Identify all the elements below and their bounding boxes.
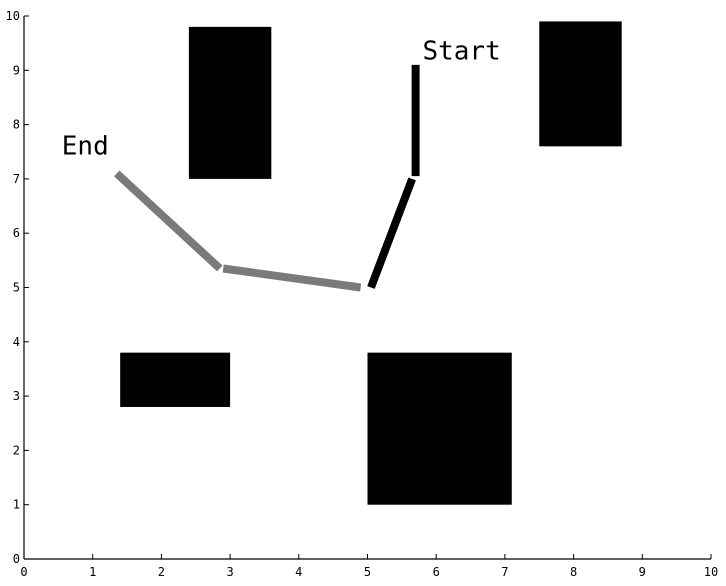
x-tick-label: 8 (570, 565, 577, 579)
obstacle-2 (539, 21, 622, 147)
y-tick-label: 2 (13, 443, 20, 457)
x-tick-label: 2 (158, 565, 165, 579)
obstacle-1 (188, 26, 272, 179)
x-tick-label: 3 (226, 565, 233, 579)
y-tick-label: 8 (13, 118, 20, 132)
y-tick-label: 7 (13, 172, 20, 186)
x-tick-label: 10 (704, 565, 718, 579)
y-tick-label: 4 (13, 335, 20, 349)
y-tick-label: 3 (13, 389, 20, 403)
x-tick-label: 1 (89, 565, 96, 579)
path-segment-3 (222, 264, 362, 292)
x-tick-label: 5 (364, 565, 371, 579)
y-tick-label: 0 (13, 552, 20, 566)
axes: 0 1 2 3 4 5 6 7 8 9 10 0 1 2 3 4 5 6 7 8 9 10 (6, 9, 719, 579)
y-tick-label: 6 (13, 226, 20, 240)
path-segment-4 (114, 170, 223, 272)
x-tick-label: 6 (433, 565, 440, 579)
y-tick-label: 9 (13, 63, 20, 77)
start-label: Start (422, 36, 500, 66)
x-tick-label: 7 (501, 565, 508, 579)
y-tick-label: 1 (13, 498, 20, 512)
y-tick-label: 10 (6, 9, 20, 23)
path-layer (114, 64, 420, 292)
end-label: End (62, 131, 109, 161)
obstacle-3 (120, 352, 231, 407)
x-tick-label: 0 (20, 565, 27, 579)
x-tick-label: 9 (639, 565, 646, 579)
x-tick-label: 4 (295, 565, 302, 579)
obstacle-4 (367, 352, 512, 505)
obstacles-layer (120, 21, 622, 505)
path-segment-2 (367, 177, 416, 289)
y-tick-label: 5 (13, 281, 20, 295)
